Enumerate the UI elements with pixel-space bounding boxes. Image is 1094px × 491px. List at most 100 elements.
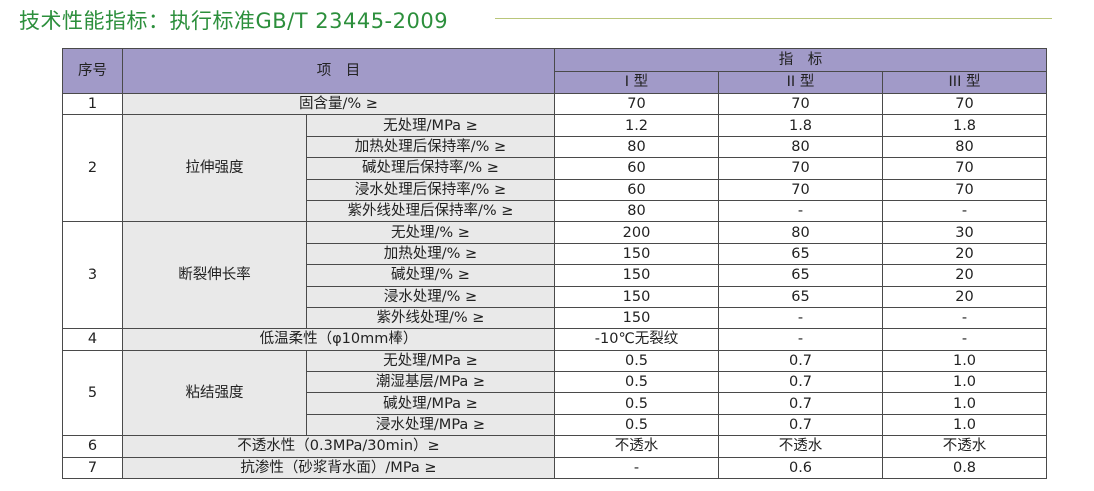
value-type-1: 150	[554, 242, 719, 266]
row-number: 7	[62, 456, 123, 480]
title-divider	[495, 18, 1052, 19]
value-type-3: 1.0	[881, 413, 1048, 437]
table-row: 1 固含量/% ≥ 70 70 70	[62, 92, 1048, 116]
sub-item: 无处理/MPa ≥	[306, 349, 555, 373]
value-type-1: 60	[554, 157, 719, 180]
table-row: 6 不透水性（0.3MPa/30min）≥ 不透水 不透水 不透水	[62, 435, 1048, 458]
value-type-1: 150	[554, 285, 719, 308]
value-type-1: 150	[554, 306, 719, 330]
sub-item: 浸水处理/% ≥	[306, 285, 555, 308]
table-body: 1 固含量/% ≥ 70 70 70 2 拉伸强度 无处理/MPa ≥ 1.2 …	[62, 92, 1048, 480]
value-type-3: 1.0	[881, 371, 1048, 394]
value-type-3: -	[881, 328, 1048, 351]
sub-item: 潮湿基层/MPa ≥	[306, 371, 555, 394]
value-type-2: 0.6	[718, 456, 883, 480]
value-type-2: 65	[718, 285, 883, 308]
header-type-3: III 型	[881, 70, 1048, 94]
page-title: 技术性能指标：执行标准GB/T 23445-2009	[19, 9, 449, 33]
value-type-1: 80	[554, 199, 719, 223]
value-type-2: -	[718, 306, 883, 330]
table-row: 加热处理后保持率/% ≥ 80 80 80	[63, 135, 1048, 159]
value-type-2: 80	[718, 135, 883, 159]
table-row: 碱处理/% ≥ 150 65 20	[63, 264, 1048, 287]
row-number: 5	[62, 349, 123, 437]
value-type-3: 1.0	[881, 349, 1048, 373]
value-type-3: 不透水	[881, 435, 1048, 458]
value-type-2: 0.7	[718, 371, 883, 394]
row-number: 2	[62, 114, 123, 223]
value-type-1: 70	[554, 92, 719, 116]
value-type-2: -	[718, 199, 883, 223]
table-row: 5 粘结强度 无处理/MPa ≥ 0.5 0.7 1.0	[62, 349, 1048, 437]
table-row: 2 拉伸强度 无处理/MPa ≥ 1.2 1.8 1.8	[62, 114, 1048, 223]
table-row: 潮湿基层/MPa ≥ 0.5 0.7 1.0	[63, 371, 1048, 394]
header-index: 指 标	[553, 48, 1048, 72]
sub-item: 紫外线处理后保持率/% ≥	[306, 199, 555, 223]
row-item: 固含量/% ≥	[122, 92, 555, 116]
value-type-2: -	[718, 328, 883, 351]
table-row: 浸水处理后保持率/% ≥ 60 70 70	[63, 178, 1048, 201]
value-type-3: 70	[881, 157, 1048, 180]
sub-item: 浸水处理/MPa ≥	[306, 413, 555, 437]
table-row: 3 断裂伸长率 无处理/% ≥ 200 80 30	[62, 221, 1048, 330]
value-type-3: -	[881, 306, 1048, 330]
value-type-1: 1.2	[554, 114, 719, 137]
sub-item: 无处理/% ≥	[306, 221, 555, 244]
value-type-3: 30	[881, 221, 1048, 244]
sub-item: 浸水处理后保持率/% ≥	[306, 178, 555, 201]
value-type-1: 200	[554, 221, 719, 244]
row-number: 1	[62, 92, 123, 116]
value-type-3: 1.0	[881, 392, 1048, 415]
value-type-3: 1.8	[881, 114, 1048, 137]
value-type-1: 150	[554, 264, 719, 287]
value-type-3: 20	[881, 285, 1048, 308]
row-number: 3	[62, 221, 123, 330]
value-type-1: -10℃无裂纹	[554, 328, 719, 351]
value-type-2: 70	[718, 92, 883, 116]
value-type-2: 70	[718, 157, 883, 180]
table-row: 浸水处理/MPa ≥ 0.5 0.7 1.0	[63, 413, 1048, 437]
table-row: 碱处理/MPa ≥ 0.5 0.7 1.0	[63, 392, 1048, 415]
row-number: 6	[62, 435, 123, 458]
row-item: 低温柔性（φ10mm棒）	[122, 328, 555, 351]
value-type-3: 70	[881, 178, 1048, 201]
sub-item: 无处理/MPa ≥	[306, 114, 555, 137]
value-type-2: 0.7	[718, 392, 883, 415]
table-row: 紫外线处理/% ≥ 150 - -	[63, 306, 1048, 330]
value-type-3: 80	[881, 135, 1048, 159]
value-type-3: 20	[881, 242, 1048, 266]
row-group: 粘结强度	[122, 349, 307, 437]
value-type-1: 0.5	[554, 413, 719, 437]
header-seq: 序号	[62, 48, 123, 94]
sub-item: 加热处理后保持率/% ≥	[306, 135, 555, 159]
value-type-3: 0.8	[881, 456, 1048, 480]
sub-item: 紫外线处理/% ≥	[306, 306, 555, 330]
row-group: 拉伸强度	[122, 114, 307, 223]
value-type-2: 65	[718, 242, 883, 266]
value-type-1: 0.5	[554, 392, 719, 415]
row-item: 抗渗性（砂浆背水面）/MPa ≥	[122, 456, 555, 480]
table-row: 紫外线处理后保持率/% ≥ 80 - -	[63, 199, 1048, 223]
sub-item: 加热处理/% ≥	[306, 242, 555, 266]
value-type-2: 0.7	[718, 349, 883, 373]
value-type-3: 20	[881, 264, 1048, 287]
table-row: 加热处理/% ≥ 150 65 20	[63, 242, 1048, 266]
header-item: 项 目	[122, 48, 555, 94]
header-type-2: II 型	[718, 70, 883, 94]
value-type-1: 60	[554, 178, 719, 201]
sub-item: 碱处理后保持率/% ≥	[306, 157, 555, 180]
row-item: 不透水性（0.3MPa/30min）≥	[122, 435, 555, 458]
value-type-1: 0.5	[554, 371, 719, 394]
value-type-2: 80	[718, 221, 883, 244]
table-row: 7 抗渗性（砂浆背水面）/MPa ≥ - 0.6 0.8	[62, 456, 1048, 480]
value-type-3: 70	[881, 92, 1048, 116]
value-type-2: 0.7	[718, 413, 883, 437]
value-type-2: 1.8	[718, 114, 883, 137]
row-group: 断裂伸长率	[122, 221, 307, 330]
value-type-3: -	[881, 199, 1048, 223]
value-type-1: -	[554, 456, 719, 480]
value-type-2: 70	[718, 178, 883, 201]
row-number: 4	[62, 328, 123, 351]
value-type-1: 不透水	[554, 435, 719, 458]
value-type-1: 0.5	[554, 349, 719, 373]
